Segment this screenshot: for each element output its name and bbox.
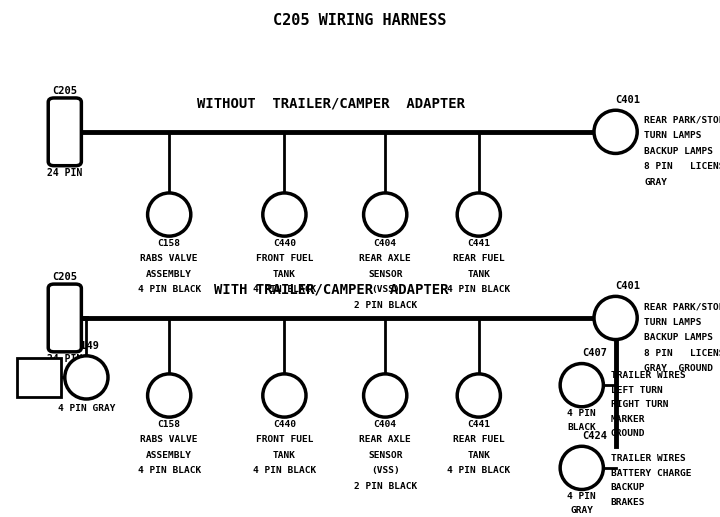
Text: C441: C441 [467,239,490,248]
Text: FRONT FUEL: FRONT FUEL [256,254,313,263]
Text: ASSEMBLY: ASSEMBLY [146,270,192,279]
FancyBboxPatch shape [48,98,81,165]
Text: C441: C441 [467,420,490,429]
Text: C149: C149 [74,341,99,351]
Text: TRAILER WIRES: TRAILER WIRES [611,371,685,381]
Text: C404: C404 [374,420,397,429]
Text: C205 WIRING HARNESS: C205 WIRING HARNESS [274,13,446,28]
Text: BOX: BOX [31,386,47,396]
FancyBboxPatch shape [17,358,61,397]
Text: REAR FUEL: REAR FUEL [453,435,505,444]
Text: ASSEMBLY: ASSEMBLY [146,451,192,460]
Text: BRAKES: BRAKES [611,497,645,507]
FancyBboxPatch shape [48,284,81,352]
Text: 24 PIN: 24 PIN [48,168,82,178]
Text: 4 PIN GRAY: 4 PIN GRAY [58,404,115,413]
Text: C205: C205 [53,272,77,282]
Text: C407: C407 [582,348,607,358]
Text: TURN LAMPS: TURN LAMPS [644,131,702,141]
Ellipse shape [594,296,637,340]
Text: 4 PIN BLACK: 4 PIN BLACK [447,466,510,475]
Text: C401: C401 [616,281,641,291]
Text: REAR PARK/STOP: REAR PARK/STOP [644,302,720,311]
Ellipse shape [364,374,407,417]
Ellipse shape [364,193,407,236]
Ellipse shape [594,110,637,154]
Ellipse shape [560,446,603,490]
Text: 2 PIN BLACK: 2 PIN BLACK [354,482,417,491]
Text: 4 PIN BLACK: 4 PIN BLACK [138,466,201,475]
Text: BACKUP: BACKUP [611,483,645,492]
Text: 2 PIN BLACK: 2 PIN BLACK [354,301,417,310]
Text: 24 PIN: 24 PIN [48,354,82,364]
Text: TANK: TANK [273,451,296,460]
Text: 4 PIN: 4 PIN [567,409,596,418]
Text: REAR PARK/STOP: REAR PARK/STOP [644,116,720,125]
Ellipse shape [560,363,603,407]
Text: C158: C158 [158,239,181,248]
Text: SENSOR: SENSOR [368,270,402,279]
Text: 8 PIN   LICENSE LAMPS: 8 PIN LICENSE LAMPS [644,162,720,172]
Text: WITH TRAILER/CAMPER  ADAPTER: WITH TRAILER/CAMPER ADAPTER [214,282,449,297]
Text: WITHOUT  TRAILER/CAMPER  ADAPTER: WITHOUT TRAILER/CAMPER ADAPTER [197,96,465,111]
Text: (VSS): (VSS) [371,285,400,294]
Text: LEFT TURN: LEFT TURN [611,386,662,395]
Text: TRAILER: TRAILER [20,363,58,373]
Text: GRAY: GRAY [644,178,667,187]
Text: GRAY  GROUND: GRAY GROUND [644,364,714,373]
Text: FRONT FUEL: FRONT FUEL [256,435,313,444]
Ellipse shape [148,193,191,236]
Text: C158: C158 [158,420,181,429]
Text: MARKER: MARKER [611,415,645,424]
Text: TANK: TANK [467,270,490,279]
Text: C404: C404 [374,239,397,248]
Text: 4 PIN BLACK: 4 PIN BLACK [138,285,201,294]
Text: BATTERY CHARGE: BATTERY CHARGE [611,468,691,478]
Text: 4 PIN: 4 PIN [567,492,596,501]
Text: C440: C440 [273,239,296,248]
Text: GROUND: GROUND [611,429,645,438]
Text: TANK: TANK [273,270,296,279]
Text: RELAY: RELAY [26,375,52,384]
Text: REAR AXLE: REAR AXLE [359,435,411,444]
Text: BLACK: BLACK [567,423,596,432]
Text: SENSOR: SENSOR [368,451,402,460]
Text: C205: C205 [53,86,77,96]
Text: BACKUP LAMPS: BACKUP LAMPS [644,147,714,156]
Ellipse shape [148,374,191,417]
Text: TRAILER WIRES: TRAILER WIRES [611,454,685,463]
Ellipse shape [65,356,108,399]
Text: C440: C440 [273,420,296,429]
Ellipse shape [263,374,306,417]
Text: RABS VALVE: RABS VALVE [140,435,198,444]
Text: GRAY: GRAY [570,506,593,514]
Text: REAR AXLE: REAR AXLE [359,254,411,263]
Text: REAR FUEL: REAR FUEL [453,254,505,263]
Ellipse shape [263,193,306,236]
Text: 4 PIN BLACK: 4 PIN BLACK [253,285,316,294]
Text: BACKUP LAMPS: BACKUP LAMPS [644,333,714,342]
Text: 4 PIN BLACK: 4 PIN BLACK [447,285,510,294]
Text: TURN LAMPS: TURN LAMPS [644,317,702,327]
Text: C424: C424 [582,431,607,441]
Ellipse shape [457,193,500,236]
Text: RIGHT TURN: RIGHT TURN [611,400,668,409]
Ellipse shape [457,374,500,417]
Text: (VSS): (VSS) [371,466,400,475]
Text: TANK: TANK [467,451,490,460]
Text: 4 PIN BLACK: 4 PIN BLACK [253,466,316,475]
Text: 8 PIN   LICENSE LAMPS: 8 PIN LICENSE LAMPS [644,348,720,358]
Text: C401: C401 [616,95,641,105]
Text: RABS VALVE: RABS VALVE [140,254,198,263]
